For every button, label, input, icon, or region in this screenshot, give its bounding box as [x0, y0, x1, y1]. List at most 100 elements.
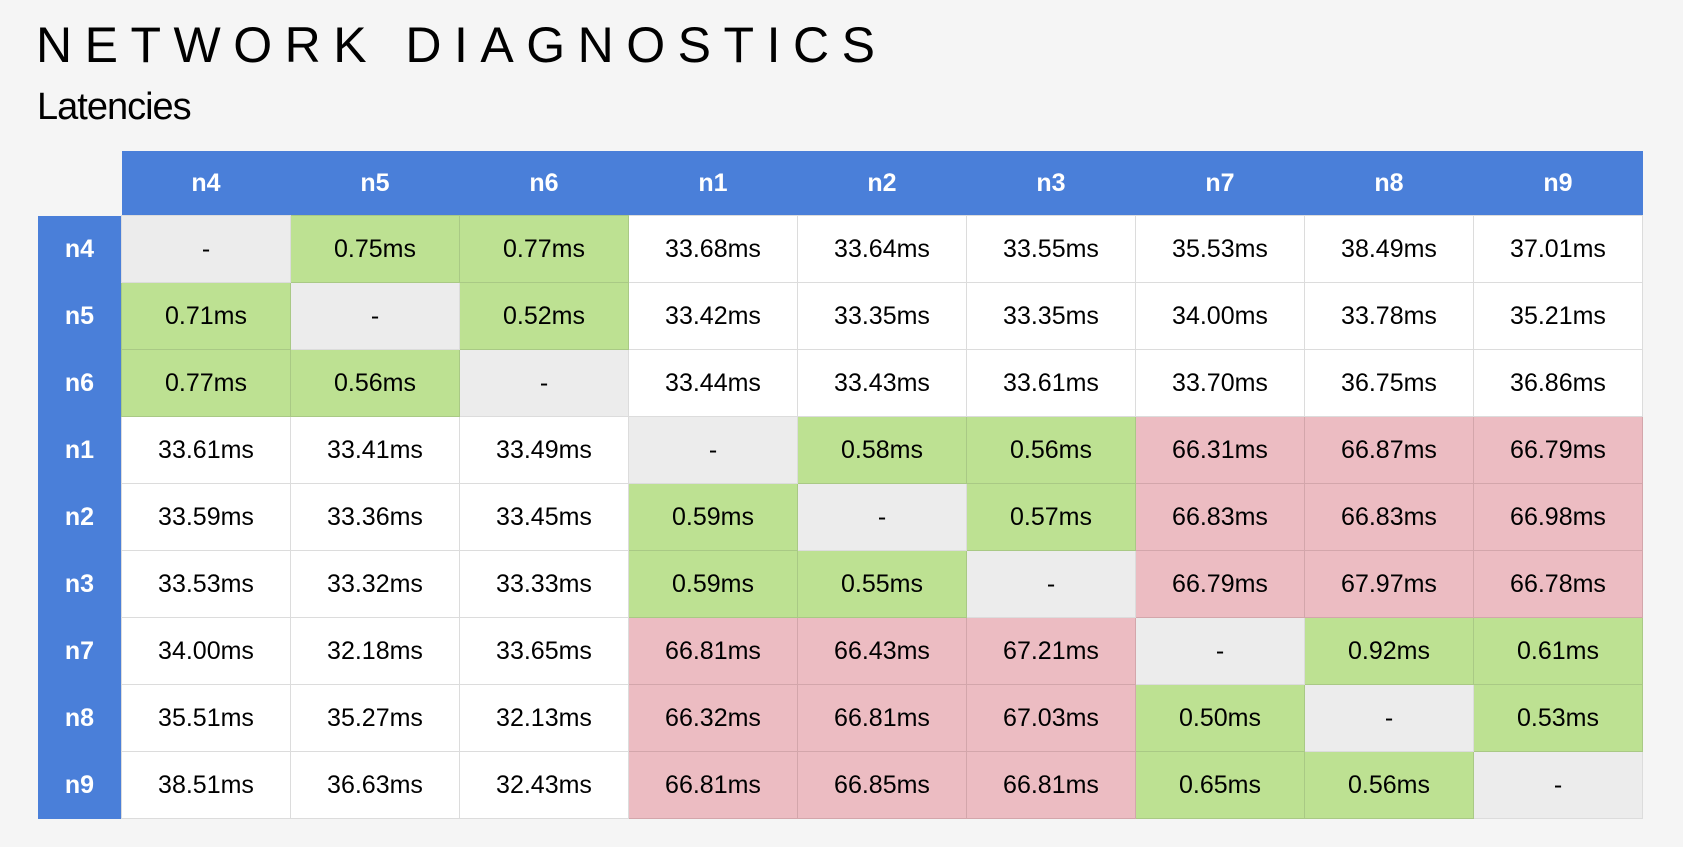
latency-cell: 33.49ms: [459, 416, 629, 484]
latency-cell: 0.57ms: [966, 483, 1136, 551]
row-header-n1: n1: [38, 416, 122, 484]
latency-cell: 36.75ms: [1304, 349, 1474, 417]
latency-cell: 38.51ms: [121, 751, 291, 819]
page-title: NETWORK DIAGNOSTICS: [36, 17, 888, 73]
latency-cell: -: [628, 416, 798, 484]
latency-cell: -: [797, 483, 967, 551]
latency-cell: 66.43ms: [797, 617, 967, 685]
latency-cell: 33.59ms: [121, 483, 291, 551]
row-header-n6: n6: [38, 349, 122, 417]
latency-cell: 33.36ms: [290, 483, 460, 551]
latency-cell: 66.31ms: [1135, 416, 1305, 484]
table-row: n7 34.00ms 32.18ms 33.65ms 66.81ms 66.43ms 67.…: [38, 617, 1643, 685]
latency-cell: 66.83ms: [1304, 483, 1474, 551]
latency-cell: 66.79ms: [1473, 416, 1643, 484]
row-header-n3: n3: [38, 550, 122, 618]
table-row: n5 0.71ms -0.52ms 33.42ms 33.35ms 33.35ms 34.0…: [38, 282, 1643, 350]
corner-cell: [38, 151, 122, 216]
latency-cell: 67.03ms: [966, 684, 1136, 752]
row-header-n5: n5: [38, 282, 122, 350]
latency-cell: 33.43ms: [797, 349, 967, 417]
column-header-n4: n4: [121, 151, 291, 216]
latency-cell: 33.33ms: [459, 550, 629, 618]
latency-cell: 66.78ms: [1473, 550, 1643, 618]
latency-cell: -: [1304, 684, 1474, 752]
latency-cell: 67.97ms: [1304, 550, 1474, 618]
latency-cell: 0.77ms: [459, 215, 629, 283]
latency-cell: -: [121, 215, 291, 283]
row-header-n7: n7: [38, 617, 122, 685]
latency-cell: 0.50ms: [1135, 684, 1305, 752]
latency-cell: 0.61ms: [1473, 617, 1643, 685]
latency-cell: -: [1135, 617, 1305, 685]
latency-cell: 0.77ms: [121, 349, 291, 417]
latency-cell: 66.83ms: [1135, 483, 1305, 551]
row-header-n2: n2: [38, 483, 122, 551]
latency-cell: 32.43ms: [459, 751, 629, 819]
latency-cell: 33.41ms: [290, 416, 460, 484]
latency-cell: 33.68ms: [628, 215, 798, 283]
latency-cell: 0.75ms: [290, 215, 460, 283]
table-row: n9 38.51ms 36.63ms 32.43ms 66.81ms 66.85ms 66.…: [38, 751, 1643, 819]
latency-cell: 66.85ms: [797, 751, 967, 819]
latency-cell: 0.65ms: [1135, 751, 1305, 819]
latency-cell: 33.45ms: [459, 483, 629, 551]
latency-cell: 66.79ms: [1135, 550, 1305, 618]
table-row: n6 0.77ms 0.56ms -33.44ms 33.43ms 33.61ms 33.7…: [38, 349, 1643, 417]
column-header-n3: n3: [966, 151, 1136, 216]
latency-cell: 0.56ms: [290, 349, 460, 417]
latency-cell: 0.52ms: [459, 282, 629, 350]
latency-matrix: n4 n5 n6 n1 n2 n3 n7 n8 n9 n4-0.75ms 0.77ms 33.68m…: [38, 151, 1643, 819]
latency-cell: 66.81ms: [966, 751, 1136, 819]
latency-cell: 66.81ms: [628, 617, 798, 685]
latency-cell: 34.00ms: [1135, 282, 1305, 350]
latency-cell: 33.44ms: [628, 349, 798, 417]
latency-cell: 0.59ms: [628, 483, 798, 551]
section-title: Latencies: [37, 86, 192, 128]
column-header-n9: n9: [1473, 151, 1643, 216]
latency-cell: 33.55ms: [966, 215, 1136, 283]
latency-cell: 0.92ms: [1304, 617, 1474, 685]
latency-cell: 33.70ms: [1135, 349, 1305, 417]
latency-cell: 33.35ms: [797, 282, 967, 350]
latency-cell: -: [966, 550, 1136, 618]
column-header-n1: n1: [628, 151, 798, 216]
column-header-n7: n7: [1135, 151, 1305, 216]
latency-cell: 35.27ms: [290, 684, 460, 752]
latency-cell: 36.63ms: [290, 751, 460, 819]
latency-cell: 32.18ms: [290, 617, 460, 685]
column-header-n5: n5: [290, 151, 460, 216]
latency-cell: 33.65ms: [459, 617, 629, 685]
row-header-n8: n8: [38, 684, 122, 752]
latency-cell: 33.35ms: [966, 282, 1136, 350]
latency-cell: 35.21ms: [1473, 282, 1643, 350]
latency-cell: 33.32ms: [290, 550, 460, 618]
latency-cell: 0.71ms: [121, 282, 291, 350]
latency-cell: -: [459, 349, 629, 417]
latency-cell: -: [290, 282, 460, 350]
latency-cell: 66.81ms: [797, 684, 967, 752]
latency-cell: 0.58ms: [797, 416, 967, 484]
column-header-n2: n2: [797, 151, 967, 216]
latency-cell: 66.87ms: [1304, 416, 1474, 484]
latency-cell: 0.56ms: [966, 416, 1136, 484]
latency-cell: 38.49ms: [1304, 215, 1474, 283]
latency-cell: 33.61ms: [121, 416, 291, 484]
table-row: n8 35.51ms 35.27ms 32.13ms 66.32ms 66.81ms 67.…: [38, 684, 1643, 752]
latency-cell: 67.21ms: [966, 617, 1136, 685]
latency-cell: -: [1473, 751, 1643, 819]
latency-cell: 34.00ms: [121, 617, 291, 685]
table-row: n4-0.75ms 0.77ms 33.68ms 33.64ms 33.55ms 35.5…: [38, 215, 1643, 283]
latency-cell: 35.53ms: [1135, 215, 1305, 283]
table-row: n2 33.59ms 33.36ms 33.45ms 0.59ms -0.57ms 66.8…: [38, 483, 1643, 551]
row-header-n4: n4: [38, 215, 122, 283]
latency-cell: 33.78ms: [1304, 282, 1474, 350]
latency-cell: 0.53ms: [1473, 684, 1643, 752]
column-header-row: n4 n5 n6 n1 n2 n3 n7 n8 n9: [38, 151, 1643, 216]
latency-cell: 33.61ms: [966, 349, 1136, 417]
latency-cell: 66.81ms: [628, 751, 798, 819]
matrix-body: n4-0.75ms 0.77ms 33.68ms 33.64ms 33.55ms 35.5…: [38, 215, 1643, 819]
latency-cell: 36.86ms: [1473, 349, 1643, 417]
latency-cell: 33.42ms: [628, 282, 798, 350]
column-header-n6: n6: [459, 151, 629, 216]
